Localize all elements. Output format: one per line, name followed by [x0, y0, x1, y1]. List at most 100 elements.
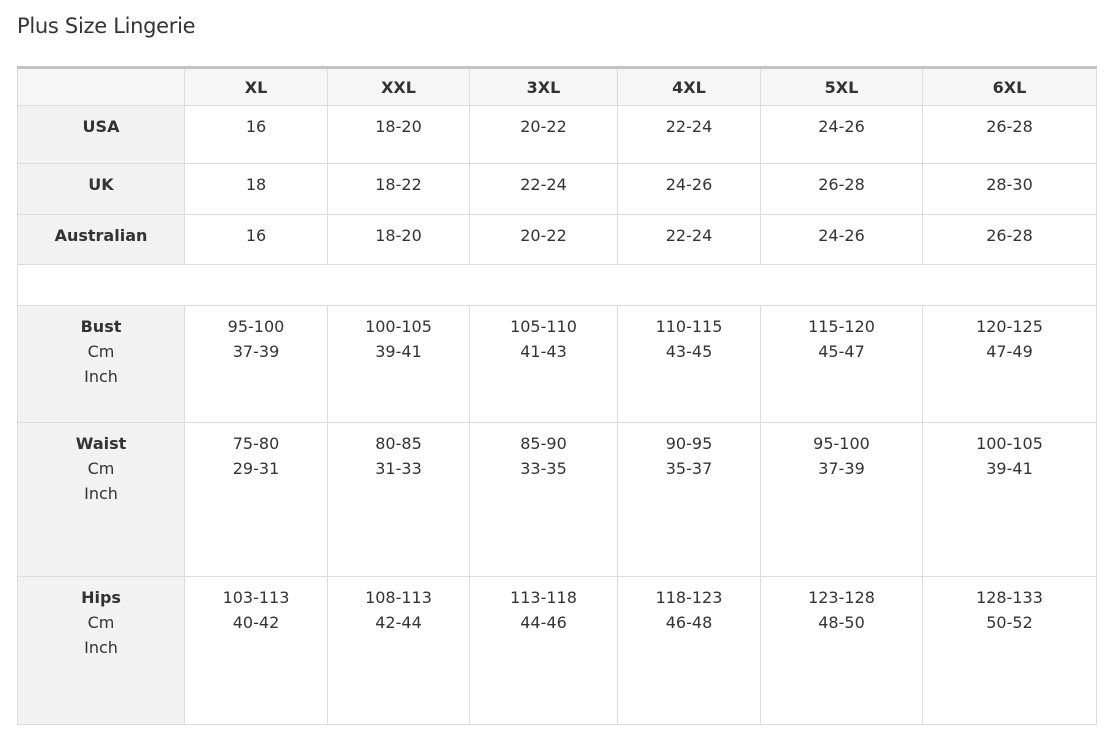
row-label-cell: UK	[17, 163, 185, 215]
unit-label-cm: Cm	[87, 342, 115, 361]
cm-value: 128-133	[976, 588, 1043, 607]
table-cell: 20-22	[469, 214, 618, 265]
table-cell: 95-100 37-39	[760, 422, 923, 577]
inch-value: 43-45	[665, 342, 713, 361]
spacer-cell	[17, 264, 1097, 306]
cm-value: 100-105	[976, 434, 1043, 453]
unit-label-cm: Cm	[87, 459, 115, 478]
inch-value: 48-50	[818, 613, 865, 632]
cm-value: 115-120	[808, 317, 875, 336]
row-label: Hips	[81, 588, 121, 607]
table-row: Waist Cm Inch 75-80 29-31 80-85 31-33 85-90…	[17, 422, 1097, 577]
table-cell: 118-123 46-48	[617, 576, 761, 725]
table-row: Australian 16 18-20 20-22 22-24 24-26 26-28	[17, 214, 1097, 265]
header-row: XL XXL 3XL 4XL 5XL 6XL	[17, 67, 1097, 106]
table-cell: 105-110 41-43	[469, 305, 618, 423]
inch-value: 45-47	[818, 342, 865, 361]
table-cell: 108-113 42-44	[327, 576, 470, 725]
table-row: Hips Cm Inch 103-113 40-42 108-113 42-44 11…	[17, 576, 1097, 725]
inch-value: 41-43	[520, 342, 567, 361]
inch-value: 33-35	[520, 459, 567, 478]
table-cell: 18	[184, 163, 328, 215]
cm-value: 108-113	[365, 588, 432, 607]
inch-value: 40-42	[232, 613, 280, 632]
table-cell: 115-120 45-47	[760, 305, 923, 423]
table-cell: 100-105 39-41	[922, 422, 1097, 577]
column-header: 6XL	[922, 67, 1097, 106]
table-row: USA 16 18-20 20-22 22-24 24-26 26-28	[17, 105, 1097, 164]
cm-value: 123-128	[808, 588, 875, 607]
cm-value: 80-85	[375, 434, 422, 453]
table-cell: 90-95 35-37	[617, 422, 761, 577]
table-cell: 100-105 39-41	[327, 305, 470, 423]
cm-value: 120-125	[976, 317, 1043, 336]
inch-value: 42-44	[375, 613, 422, 632]
table-cell: 85-90 33-35	[469, 422, 618, 577]
table-cell: 16	[184, 214, 328, 265]
table-cell: 103-113 40-42	[184, 576, 328, 725]
table-cell: 24-26	[617, 163, 761, 215]
table-cell: 110-115 43-45	[617, 305, 761, 423]
cm-value: 103-113	[222, 588, 290, 607]
inch-value: 47-49	[986, 342, 1033, 361]
row-label-cell: Australian	[17, 214, 185, 265]
inch-value: 50-52	[986, 613, 1033, 632]
spacer-row	[17, 264, 1097, 306]
inch-value: 31-33	[375, 459, 422, 478]
cm-value: 110-115	[655, 317, 723, 336]
column-header: 5XL	[760, 67, 923, 106]
table-cell: 26-28	[922, 105, 1097, 164]
cm-value: 118-123	[655, 588, 723, 607]
size-chart-table: XL XXL 3XL 4XL 5XL 6XL USA 16 18-20 20-22 22-24 24…	[17, 66, 1097, 725]
table-cell: 18-22	[327, 163, 470, 215]
inch-value: 29-31	[232, 459, 280, 478]
unit-label-cm: Cm	[87, 613, 115, 632]
column-header: 4XL	[617, 67, 761, 106]
table-cell: 75-80 29-31	[184, 422, 328, 577]
inch-value: 35-37	[665, 459, 713, 478]
unit-label-inch: Inch	[84, 367, 118, 386]
row-label-cell: USA	[17, 105, 185, 164]
table-cell: 22-24	[617, 214, 761, 265]
inch-value: 46-48	[665, 613, 713, 632]
cm-value: 113-118	[510, 588, 577, 607]
table-cell: 28-30	[922, 163, 1097, 215]
table-cell: 80-85 31-33	[327, 422, 470, 577]
page-title: Plus Size Lingerie	[17, 14, 196, 38]
table-cell: 18-20	[327, 105, 470, 164]
cm-value: 100-105	[365, 317, 432, 336]
row-label: Bust	[80, 317, 122, 336]
inch-value: 39-41	[986, 459, 1033, 478]
table-cell: 120-125 47-49	[922, 305, 1097, 423]
inch-value: 44-46	[520, 613, 567, 632]
table-cell: 123-128 48-50	[760, 576, 923, 725]
row-label-cell: Waist Cm Inch	[17, 422, 185, 577]
table-cell: 24-26	[760, 105, 923, 164]
cm-value: 105-110	[510, 317, 577, 336]
row-label: UK	[88, 175, 114, 194]
row-label-cell: Hips Cm Inch	[17, 576, 185, 725]
cm-value: 95-100	[227, 317, 285, 336]
table-cell: 95-100 37-39	[184, 305, 328, 423]
unit-label-inch: Inch	[84, 638, 118, 657]
table-cell: 113-118 44-46	[469, 576, 618, 725]
header-corner	[17, 67, 185, 106]
table-cell: 26-28	[922, 214, 1097, 265]
row-label-cell: Bust Cm Inch	[17, 305, 185, 423]
row-label: Australian	[54, 226, 148, 245]
table-cell: 128-133 50-52	[922, 576, 1097, 725]
table-cell: 26-28	[760, 163, 923, 215]
table-row: UK 18 18-22 22-24 24-26 26-28 28-30	[17, 163, 1097, 215]
table-cell: 22-24	[469, 163, 618, 215]
inch-value: 39-41	[375, 342, 422, 361]
table-cell: 24-26	[760, 214, 923, 265]
table-cell: 16	[184, 105, 328, 164]
inch-value: 37-39	[232, 342, 280, 361]
inch-value: 37-39	[818, 459, 865, 478]
table-cell: 18-20	[327, 214, 470, 265]
column-header: 3XL	[469, 67, 618, 106]
row-label: Waist	[75, 434, 127, 453]
table-cell: 20-22	[469, 105, 618, 164]
cm-value: 75-80	[232, 434, 280, 453]
table-row: Bust Cm Inch 95-100 37-39 100-105 39-41 105…	[17, 305, 1097, 423]
